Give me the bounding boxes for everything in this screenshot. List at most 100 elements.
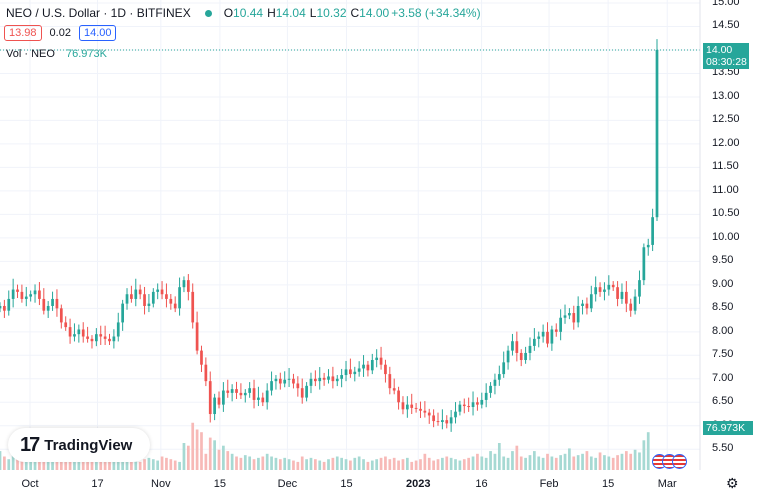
- time-tick-label: 15: [213, 478, 227, 490]
- candle-body: [633, 296, 637, 311]
- candle-body: [559, 317, 562, 332]
- candle-body: [182, 280, 186, 288]
- candle-body: [55, 298, 59, 309]
- candle-body: [278, 378, 282, 384]
- volume-bar: [519, 456, 523, 470]
- time-tick-label: 15: [602, 478, 615, 490]
- candle-body: [624, 291, 628, 304]
- volume-bar: [322, 461, 326, 470]
- symbol-title[interactable]: NEO / U.S. Dollar · 1D · BITFINEX: [6, 6, 191, 20]
- candle-body: [222, 390, 225, 405]
- volume-bar: [445, 456, 449, 470]
- us-flag-icon[interactable]: [672, 454, 687, 469]
- volume-bar: [11, 453, 15, 470]
- volume-bar: [191, 422, 195, 470]
- candle-body: [585, 303, 589, 309]
- volume-bar: [73, 461, 76, 470]
- candle-body: [638, 280, 641, 297]
- candle-body: [261, 397, 265, 403]
- candle-body: [572, 313, 576, 323]
- volume-bar: [235, 456, 238, 470]
- candle-body: [515, 341, 519, 353]
- candle-body: [502, 362, 506, 375]
- candle-body: [186, 280, 190, 292]
- candle-body: [419, 408, 422, 411]
- candle-body: [46, 305, 50, 311]
- close-label: C: [350, 6, 360, 20]
- volume-bar: [432, 460, 435, 470]
- volume-bar: [546, 453, 549, 470]
- price-tick-label: 9.50: [712, 254, 734, 267]
- volume-bar: [95, 459, 98, 470]
- candle-body: [533, 338, 536, 346]
- volume-bar: [213, 440, 216, 470]
- candle-body: [611, 284, 615, 288]
- volume-bar: [156, 460, 160, 470]
- candle-body: [165, 294, 168, 299]
- volume-bar: [458, 460, 462, 470]
- volume-bar: [331, 457, 335, 470]
- volume-bar: [208, 437, 212, 470]
- volume-bar: [81, 459, 85, 470]
- volume-bar: [611, 457, 615, 470]
- volume-bar: [427, 457, 431, 470]
- time-tick-label: Feb: [539, 478, 559, 490]
- volume-bar: [392, 457, 396, 470]
- candle-body: [353, 371, 357, 375]
- candle-body: [506, 350, 510, 363]
- candle-body: [414, 407, 418, 409]
- volume-bar: [59, 459, 63, 470]
- candle-body: [528, 345, 532, 353]
- volume-bar: [200, 432, 203, 470]
- candle-body: [493, 379, 497, 386]
- high-label: H: [267, 6, 276, 20]
- sell-button[interactable]: 13.98: [4, 25, 42, 41]
- volume-bar: [318, 460, 322, 470]
- candle-body: [274, 378, 278, 382]
- candle-body: [392, 388, 396, 391]
- volume-bar: [340, 457, 343, 470]
- settings-gear-icon[interactable]: ⚙: [726, 475, 739, 491]
- open-value: 10.44: [233, 6, 264, 20]
- tradingview-logo[interactable]: 17 TradingView: [8, 428, 150, 462]
- candle-body: [603, 289, 606, 292]
- volume-bar: [147, 457, 151, 470]
- volume-bar: [3, 456, 6, 470]
- volume-label[interactable]: Vol · NEO: [6, 48, 55, 60]
- candle-body: [410, 404, 414, 408]
- candle-body: [401, 402, 405, 410]
- volume-bar: [572, 456, 576, 470]
- candle-body: [537, 336, 541, 339]
- candle-body: [589, 294, 593, 309]
- volume-bar: [64, 457, 68, 470]
- candle-body: [379, 357, 383, 365]
- candle-body: [138, 289, 142, 295]
- volume-bar: [226, 451, 230, 470]
- candle-body: [191, 291, 195, 323]
- candle-body: [344, 369, 348, 376]
- candle-body: [458, 404, 462, 412]
- volume-bar: [29, 456, 33, 470]
- volume-bar: [344, 459, 348, 470]
- buy-button[interactable]: 14.00: [78, 25, 117, 41]
- volume-bar: [541, 457, 545, 470]
- volume-bar: [108, 457, 111, 470]
- volume-bar: [125, 459, 129, 470]
- candle-body: [283, 379, 287, 384]
- volume-bar: [375, 459, 379, 470]
- candle-body: [29, 294, 33, 297]
- candle-body: [130, 294, 133, 299]
- open-label: O: [223, 6, 234, 20]
- volume-bar: [248, 456, 252, 470]
- volume-bars: [0, 422, 650, 470]
- candle-body: [287, 378, 291, 380]
- volume-bar: [616, 455, 619, 470]
- candle-body: [651, 217, 654, 245]
- events-markers[interactable]: [652, 454, 687, 470]
- price-tick-label: 6.50: [712, 395, 734, 408]
- volume-bar: [441, 457, 444, 470]
- volume-bar: [528, 455, 532, 470]
- volume-value: 76.973K: [65, 48, 107, 60]
- candle-body: [340, 375, 343, 379]
